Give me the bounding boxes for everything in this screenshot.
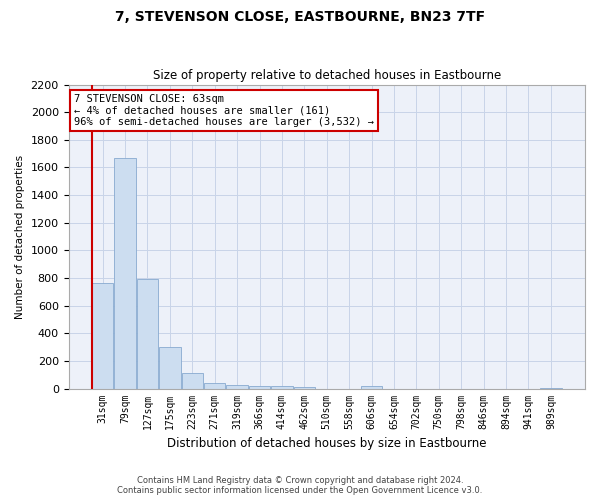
Bar — [92, 282, 113, 389]
Title: Size of property relative to detached houses in Eastbourne: Size of property relative to detached ho… — [152, 69, 501, 82]
Bar — [137, 280, 158, 388]
X-axis label: Distribution of detached houses by size in Eastbourne: Distribution of detached houses by size … — [167, 437, 487, 450]
Y-axis label: Number of detached properties: Number of detached properties — [15, 154, 25, 318]
Bar — [249, 386, 270, 388]
Bar — [204, 383, 226, 388]
Text: 7, STEVENSON CLOSE, EASTBOURNE, BN23 7TF: 7, STEVENSON CLOSE, EASTBOURNE, BN23 7TF — [115, 10, 485, 24]
Text: Contains HM Land Registry data © Crown copyright and database right 2024.
Contai: Contains HM Land Registry data © Crown c… — [118, 476, 482, 495]
Bar — [226, 384, 248, 388]
Bar — [271, 386, 293, 388]
Text: 7 STEVENSON CLOSE: 63sqm
← 4% of detached houses are smaller (161)
96% of semi-d: 7 STEVENSON CLOSE: 63sqm ← 4% of detache… — [74, 94, 374, 127]
Bar — [159, 347, 181, 389]
Bar — [361, 386, 382, 388]
Bar — [182, 374, 203, 388]
Bar — [115, 158, 136, 388]
